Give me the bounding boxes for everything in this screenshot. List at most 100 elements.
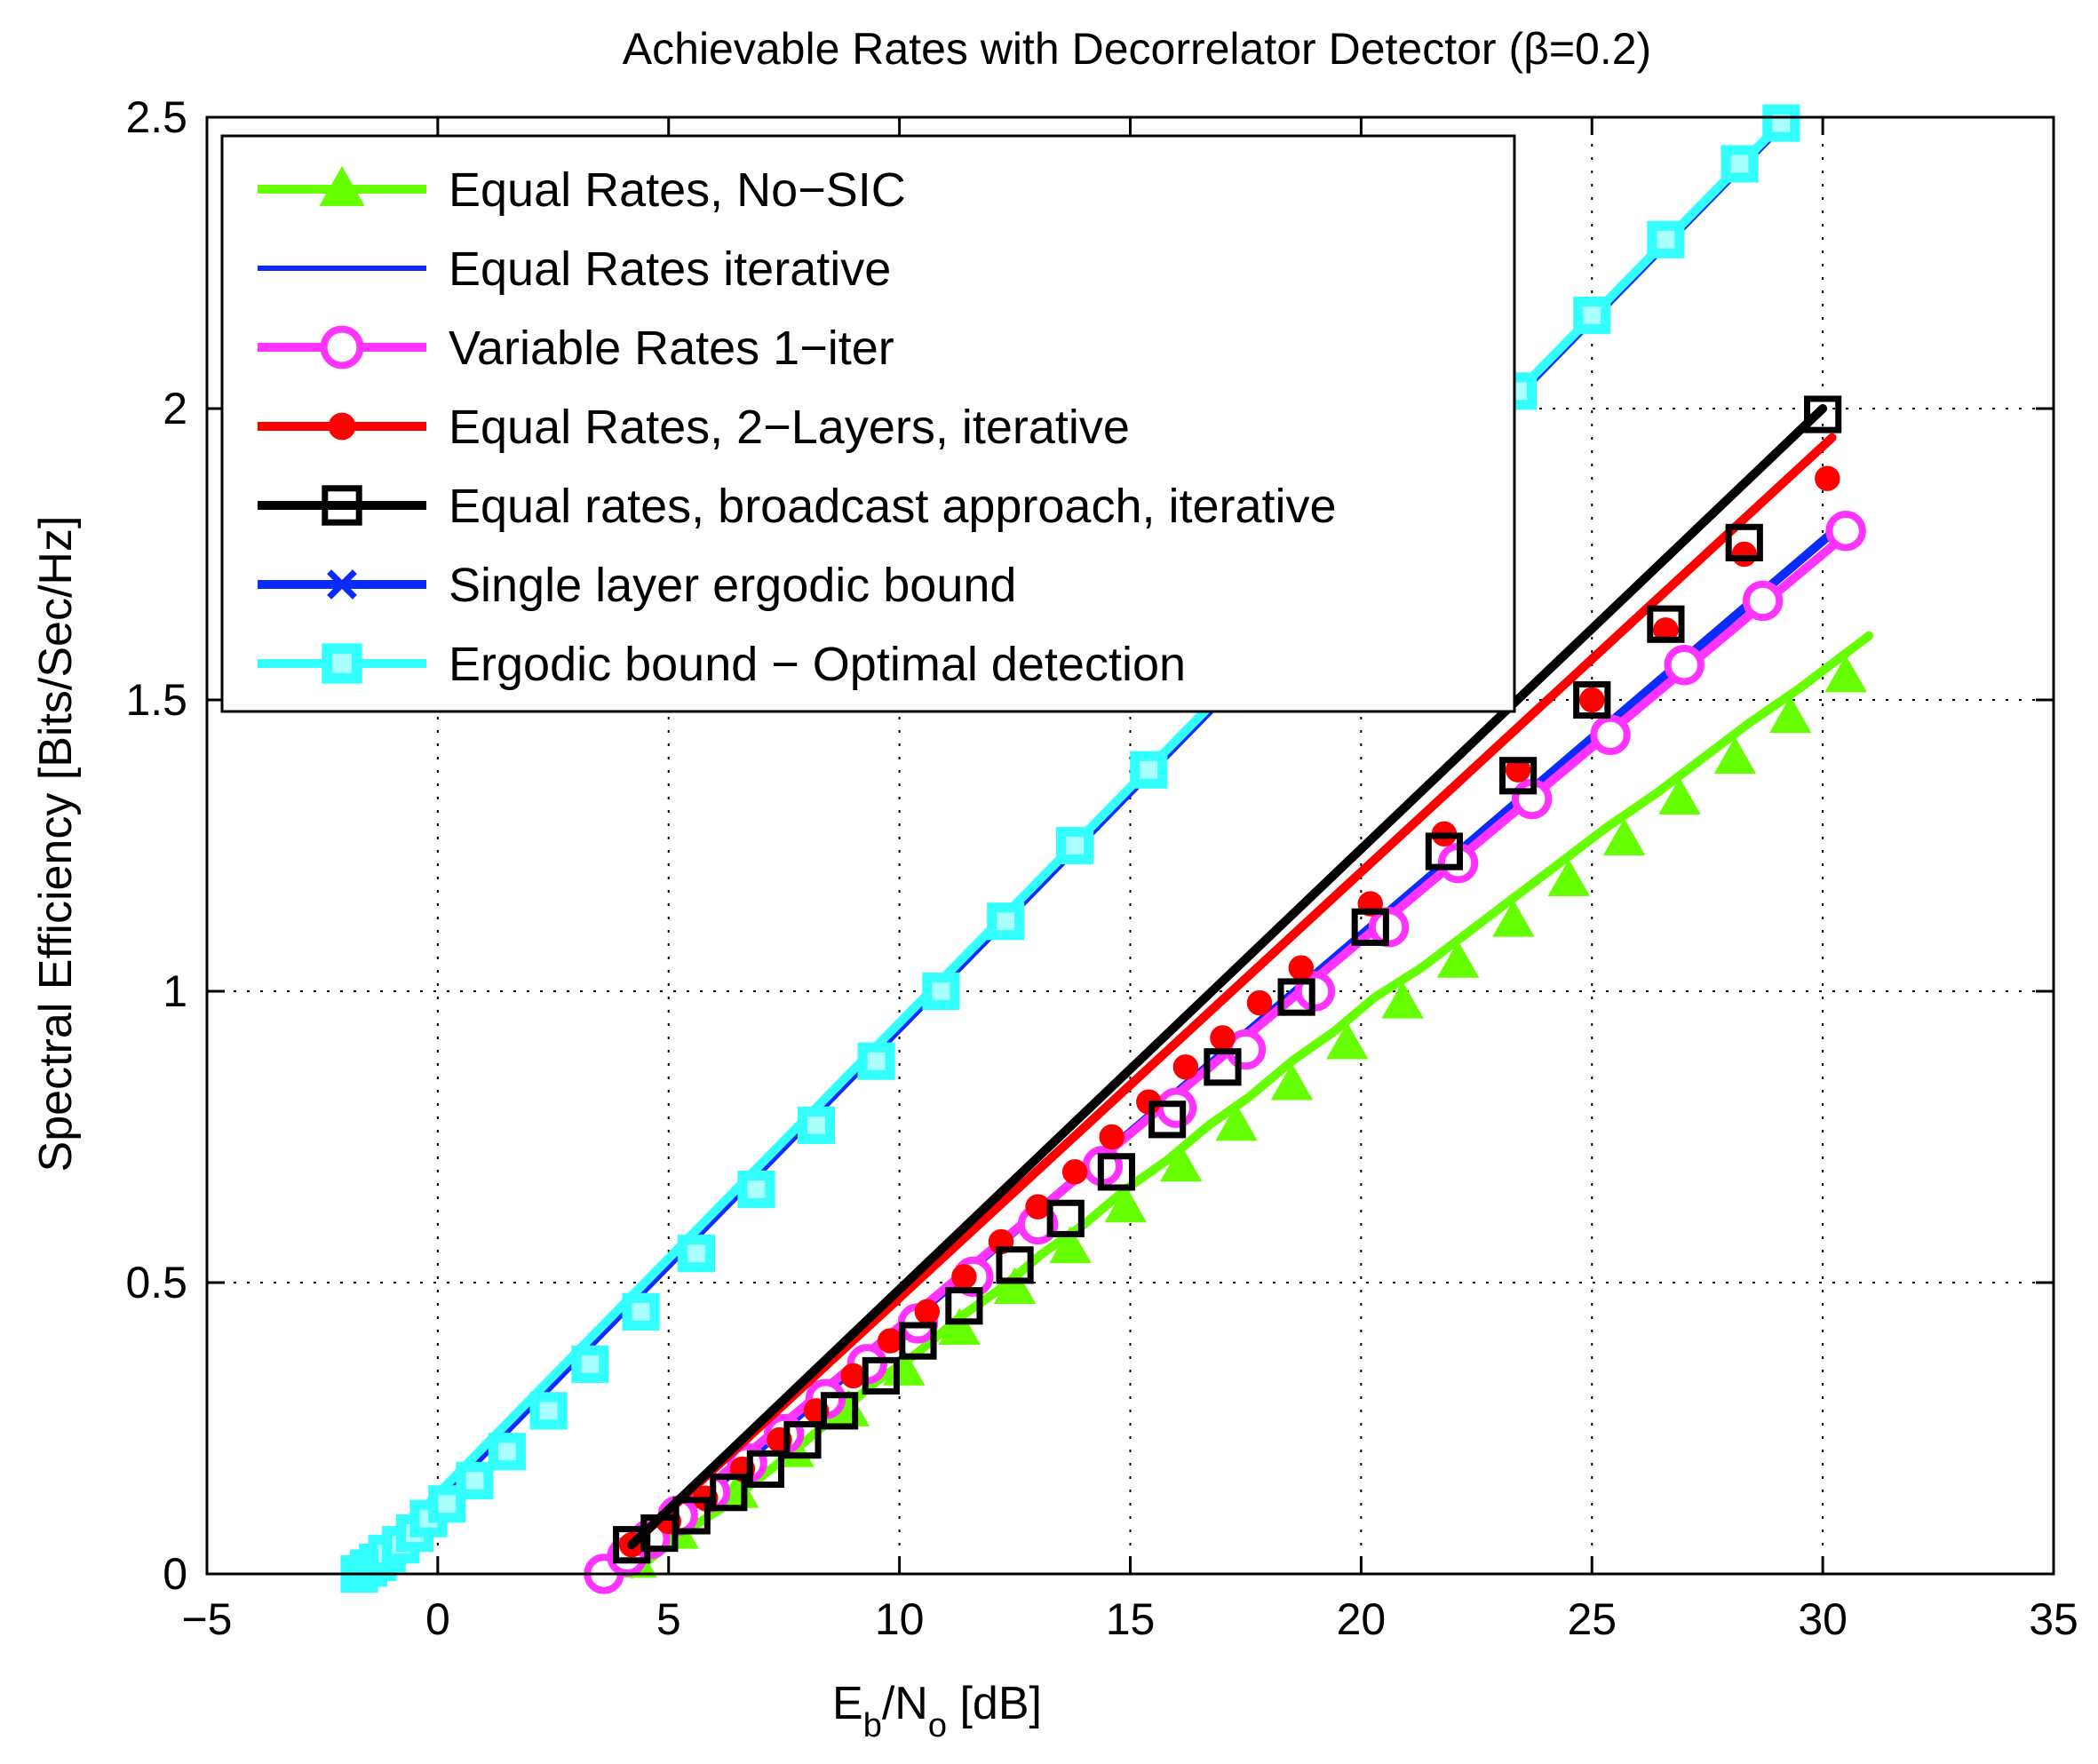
series-point bbox=[1579, 687, 1605, 713]
x-axis-title: Eb/No [dB] bbox=[832, 1678, 1042, 1744]
series-point bbox=[938, 1307, 981, 1345]
x-axis-title-sub2: o bbox=[928, 1707, 947, 1744]
series-point bbox=[945, 1287, 983, 1325]
series-point bbox=[1156, 1087, 1197, 1128]
series-point-inner bbox=[932, 982, 950, 1000]
x-axis-title-main: E bbox=[832, 1678, 863, 1729]
series-point bbox=[1130, 751, 1168, 789]
series-point-inner bbox=[632, 1302, 650, 1321]
series-point-inner bbox=[747, 1180, 766, 1198]
x-tick-label: −5 bbox=[181, 1594, 232, 1644]
series-point-inner bbox=[1583, 306, 1601, 324]
series-point bbox=[993, 1267, 1037, 1305]
legend-marker bbox=[327, 569, 357, 600]
y-axis-title: Spectral Efficiency [Bits/Sec/Hz] bbox=[30, 516, 82, 1172]
legend-label: Ergodic bound − Optimal detection bbox=[449, 638, 1186, 691]
series-point bbox=[613, 1526, 651, 1564]
legend-box bbox=[220, 134, 1516, 713]
series-point bbox=[1498, 757, 1538, 795]
chart-title: Achievable Rates with Decorrelator Detec… bbox=[623, 24, 1651, 74]
series-point bbox=[1742, 580, 1784, 622]
series-point bbox=[951, 1264, 977, 1290]
x-axis-title-sub1: b bbox=[863, 1707, 882, 1744]
x-tick-label: 5 bbox=[656, 1594, 681, 1644]
series-point-inner bbox=[465, 1472, 484, 1490]
series-point bbox=[1573, 680, 1611, 719]
series-point bbox=[1159, 1144, 1203, 1182]
series-point bbox=[783, 1421, 822, 1459]
series-point bbox=[1351, 908, 1389, 946]
series-point-inner bbox=[438, 1495, 457, 1514]
series-point bbox=[1148, 1101, 1187, 1139]
series-point-inner bbox=[1730, 155, 1749, 173]
y-tick-label: 1 bbox=[163, 966, 187, 1016]
x-tick-label: 0 bbox=[425, 1594, 450, 1644]
series-point bbox=[1099, 1124, 1124, 1150]
series-point bbox=[1713, 736, 1757, 775]
x-tick-label: 30 bbox=[1798, 1594, 1848, 1644]
series-point bbox=[1288, 955, 1315, 981]
series-point bbox=[1492, 900, 1535, 937]
legend-marker bbox=[328, 412, 356, 441]
series-point bbox=[1658, 777, 1701, 815]
series-point bbox=[1436, 941, 1480, 978]
series-point bbox=[1097, 1153, 1136, 1191]
series-line bbox=[627, 404, 1828, 1550]
series-point bbox=[1769, 695, 1812, 734]
series-point bbox=[1602, 818, 1646, 855]
series-4 bbox=[613, 395, 1842, 1564]
x-axis-title-mid: /N bbox=[882, 1678, 928, 1729]
series-point bbox=[1215, 1103, 1258, 1141]
y-tick-label: 2 bbox=[163, 384, 187, 433]
series-point bbox=[1246, 989, 1273, 1016]
series-point bbox=[899, 1322, 937, 1360]
legend-label: Equal Rates iterative bbox=[449, 242, 891, 296]
series-point-inner bbox=[539, 1402, 558, 1420]
series-point bbox=[878, 1328, 903, 1354]
series-point bbox=[1590, 714, 1631, 756]
series-point bbox=[996, 1246, 1034, 1284]
legend-label: Equal Rates, 2−Layers, iterative bbox=[449, 401, 1130, 454]
series-line bbox=[627, 433, 1837, 1550]
x-tick-label: 15 bbox=[1106, 1594, 1156, 1644]
legend-marker bbox=[320, 325, 364, 369]
series-point bbox=[1725, 523, 1763, 561]
legend-label: Equal rates, broadcast approach, iterati… bbox=[449, 480, 1337, 533]
series-point bbox=[1547, 859, 1590, 896]
x-tick-label: 35 bbox=[2029, 1594, 2078, 1644]
series-point bbox=[1664, 644, 1705, 686]
legend-label: Variable Rates 1−iter bbox=[449, 322, 894, 375]
legend-marker bbox=[322, 643, 362, 684]
legend-label: Equal Rates, No−SIC bbox=[449, 163, 906, 217]
series-point bbox=[1647, 605, 1685, 643]
series-point bbox=[840, 1363, 866, 1389]
series-point-inner bbox=[997, 912, 1015, 931]
series-point bbox=[820, 1392, 859, 1430]
y-tick-label: 1.5 bbox=[125, 675, 187, 725]
series-point bbox=[1061, 1159, 1088, 1185]
series-point bbox=[571, 1345, 609, 1383]
series-point bbox=[1381, 981, 1424, 1019]
x-axis-title-unit: [dB] bbox=[947, 1678, 1042, 1729]
series-point bbox=[1824, 655, 1867, 693]
series-point bbox=[1731, 541, 1757, 568]
legend-marker bbox=[319, 165, 365, 206]
y-tick-label: 2.5 bbox=[125, 92, 187, 142]
series-point bbox=[1025, 1194, 1051, 1220]
series-point bbox=[737, 1170, 775, 1209]
series-point-inner bbox=[497, 1442, 516, 1461]
series-point bbox=[1270, 1062, 1314, 1101]
series-point-inner bbox=[1657, 230, 1675, 249]
series-point-inner bbox=[807, 1116, 825, 1134]
series-point-inner bbox=[1772, 114, 1791, 132]
series-point bbox=[672, 1497, 711, 1535]
series-point bbox=[1046, 1199, 1085, 1237]
series-point bbox=[1049, 1226, 1092, 1264]
x-tick-label: 25 bbox=[1567, 1594, 1617, 1644]
series-point bbox=[1172, 1054, 1199, 1080]
legend-label: Single layer ergodic bound bbox=[449, 559, 1016, 612]
legend: Equal Rates, No−SIC Equal Rates iterative… bbox=[220, 134, 1516, 713]
series-point bbox=[1277, 978, 1315, 1016]
y-tick-label: 0 bbox=[163, 1549, 187, 1599]
